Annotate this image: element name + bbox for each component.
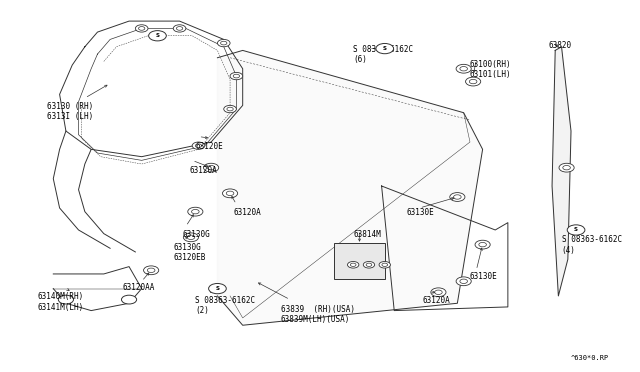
- Circle shape: [227, 191, 234, 196]
- FancyBboxPatch shape: [334, 243, 385, 279]
- Text: S: S: [156, 33, 159, 38]
- Text: 63130E: 63130E: [470, 272, 498, 281]
- Circle shape: [230, 73, 243, 80]
- Circle shape: [147, 268, 155, 272]
- Circle shape: [188, 207, 203, 216]
- Circle shape: [460, 67, 467, 71]
- Text: 63120E: 63120E: [195, 142, 223, 151]
- Polygon shape: [218, 51, 483, 325]
- Circle shape: [136, 25, 148, 32]
- Circle shape: [454, 195, 461, 199]
- Circle shape: [204, 163, 219, 172]
- Circle shape: [218, 39, 230, 47]
- Circle shape: [122, 295, 136, 304]
- Text: 63130G
63120EB: 63130G 63120EB: [173, 243, 205, 262]
- Circle shape: [177, 26, 182, 30]
- Circle shape: [58, 295, 74, 304]
- Text: 63100(RH)
63101(LH): 63100(RH) 63101(LH): [470, 60, 511, 79]
- Circle shape: [465, 77, 481, 86]
- Text: 63130G: 63130G: [182, 230, 211, 239]
- Text: S: S: [383, 46, 387, 51]
- Circle shape: [435, 290, 442, 295]
- Text: S 08363-6162C
(2): S 08363-6162C (2): [195, 296, 255, 315]
- Text: S: S: [216, 286, 220, 291]
- Circle shape: [469, 79, 477, 84]
- Circle shape: [350, 263, 356, 266]
- Circle shape: [479, 243, 486, 247]
- Circle shape: [224, 105, 236, 113]
- Text: 63839  (RH)(USA)
63839M(LH)(USA): 63839 (RH)(USA) 63839M(LH)(USA): [280, 305, 355, 324]
- Circle shape: [475, 240, 490, 249]
- Circle shape: [207, 166, 215, 170]
- Text: 63120A: 63120A: [422, 296, 451, 305]
- Text: S 08363-6162C
(6): S 08363-6162C (6): [353, 45, 413, 64]
- Circle shape: [173, 25, 186, 32]
- Circle shape: [192, 142, 205, 149]
- Circle shape: [148, 31, 166, 41]
- Circle shape: [227, 107, 233, 111]
- Circle shape: [183, 233, 198, 242]
- Text: 63130 (RH)
6313I (LH): 63130 (RH) 6313I (LH): [47, 102, 93, 121]
- Circle shape: [195, 144, 202, 148]
- Circle shape: [460, 279, 467, 283]
- Circle shape: [450, 193, 465, 201]
- Circle shape: [223, 189, 237, 198]
- Circle shape: [559, 163, 574, 172]
- Text: 63140M(RH)
63141M(LH): 63140M(RH) 63141M(LH): [38, 292, 84, 312]
- Circle shape: [456, 64, 471, 73]
- Circle shape: [366, 263, 372, 266]
- Circle shape: [431, 288, 446, 296]
- Text: 63120AA: 63120AA: [123, 283, 155, 292]
- Polygon shape: [552, 47, 571, 296]
- Text: 63814M: 63814M: [353, 230, 381, 239]
- Circle shape: [348, 262, 359, 268]
- Circle shape: [143, 266, 159, 275]
- Text: S 08363-6162C
(4): S 08363-6162C (4): [561, 235, 621, 255]
- Circle shape: [221, 41, 227, 45]
- Text: S: S: [574, 227, 578, 232]
- Circle shape: [191, 209, 199, 214]
- Text: 63820: 63820: [549, 41, 572, 50]
- Circle shape: [187, 235, 195, 240]
- Circle shape: [364, 262, 374, 268]
- Text: ^630*0.RP: ^630*0.RP: [571, 355, 609, 360]
- Circle shape: [567, 225, 585, 235]
- Circle shape: [456, 277, 471, 286]
- Circle shape: [138, 26, 145, 30]
- Text: 63130E: 63130E: [407, 208, 435, 217]
- Circle shape: [563, 166, 570, 170]
- Circle shape: [209, 283, 227, 294]
- Circle shape: [233, 74, 239, 78]
- Circle shape: [379, 262, 390, 268]
- Text: 63120A: 63120A: [189, 166, 217, 175]
- Circle shape: [376, 44, 394, 54]
- Text: 63120A: 63120A: [233, 208, 261, 217]
- Circle shape: [382, 263, 388, 266]
